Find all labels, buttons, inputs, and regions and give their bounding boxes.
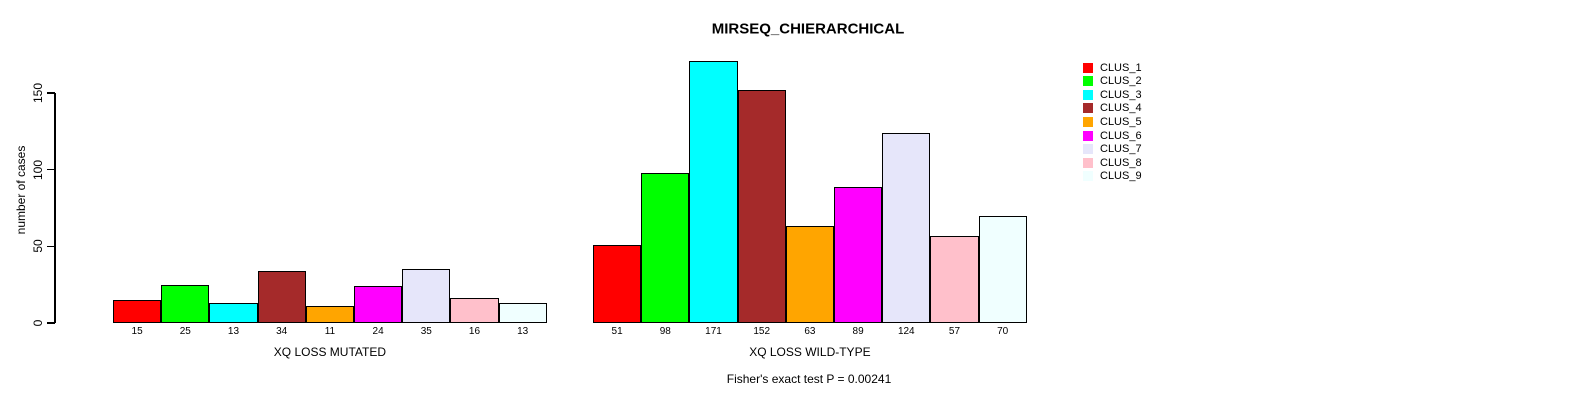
bar-value-label: 63 xyxy=(804,326,816,337)
bar-value-label: 24 xyxy=(372,326,384,337)
bar-value-label: 34 xyxy=(276,326,288,337)
bar-value-label: 70 xyxy=(997,326,1009,337)
bar-value-label: 152 xyxy=(753,326,771,337)
legend-label: CLUS_3 xyxy=(1100,88,1142,101)
bar-clus_2 xyxy=(641,172,690,323)
chart-title: MIRSEQ_CHIERARCHICAL xyxy=(711,20,905,38)
legend-swatch-clus_9 xyxy=(1083,171,1093,182)
legend-label: CLUS_6 xyxy=(1100,129,1142,142)
legend-label: CLUS_5 xyxy=(1100,115,1142,128)
bar-clus_4 xyxy=(737,89,786,323)
bar-clus_7 xyxy=(402,269,451,323)
bar-value-label: 89 xyxy=(852,326,864,337)
legend-item: CLUS_9 xyxy=(1083,170,1142,183)
bar-clus_2 xyxy=(161,284,210,323)
bar-clus_6 xyxy=(834,186,883,323)
bar-clus_5 xyxy=(305,306,354,323)
legend-swatch-clus_2 xyxy=(1083,76,1093,87)
bar-clus_1 xyxy=(113,300,162,323)
legend-label: CLUS_2 xyxy=(1100,75,1142,88)
legend-item: CLUS_6 xyxy=(1083,129,1142,142)
legend-label: CLUS_7 xyxy=(1100,143,1142,156)
legend-swatch-clus_1 xyxy=(1083,62,1093,73)
bar-clus_8 xyxy=(450,298,499,323)
bar-clus_3 xyxy=(689,60,738,323)
bar-value-label: 57 xyxy=(948,326,961,337)
fisher-test-annotation: Fisher's exact test P = 0.00241 xyxy=(726,372,892,386)
bar-clus_6 xyxy=(354,286,403,323)
bar-clus_7 xyxy=(882,132,931,323)
bar-clus_4 xyxy=(257,270,306,323)
bar-value-label: 25 xyxy=(179,326,191,337)
legend-swatch-clus_8 xyxy=(1083,157,1093,168)
y-axis-tick-label: 150 xyxy=(31,82,45,104)
y-axis-tick xyxy=(47,168,55,171)
legend-item: CLUS_7 xyxy=(1083,143,1142,156)
bar-value-label: 15 xyxy=(131,326,143,337)
bar-value-label: 16 xyxy=(468,326,481,337)
legend-swatch-clus_4 xyxy=(1083,103,1093,114)
bar-clus_1 xyxy=(593,244,642,323)
legend-label: CLUS_8 xyxy=(1100,156,1142,169)
bar-value-label: 124 xyxy=(897,326,915,337)
bar-value-label: 171 xyxy=(705,326,722,337)
y-axis-line xyxy=(54,93,56,323)
legend-label: CLUS_9 xyxy=(1100,170,1142,183)
x-axis-group-label: XQ LOSS MUTATED xyxy=(273,345,387,359)
legend-item: CLUS_5 xyxy=(1083,115,1142,128)
y-axis-title: number of cases xyxy=(14,145,28,235)
bar-value-label: 98 xyxy=(659,326,671,337)
legend-item: CLUS_1 xyxy=(1083,61,1142,74)
legend-label: CLUS_1 xyxy=(1100,61,1142,74)
legend-item: CLUS_4 xyxy=(1083,102,1142,115)
legend-label: CLUS_4 xyxy=(1100,102,1142,115)
bar-clus_5 xyxy=(785,226,834,323)
bar-value-label: 11 xyxy=(324,326,336,337)
legend-swatch-clus_5 xyxy=(1083,116,1093,127)
y-axis-tick-label: 0 xyxy=(31,319,45,327)
legend-item: CLUS_8 xyxy=(1083,156,1142,169)
legend-item: CLUS_3 xyxy=(1083,88,1142,101)
y-axis-tick-label: 50 xyxy=(31,239,45,254)
bar-clus_9 xyxy=(978,215,1027,323)
legend-swatch-clus_3 xyxy=(1083,89,1093,100)
bar-value-label: 13 xyxy=(517,326,529,337)
bar-clus_8 xyxy=(930,235,979,323)
bar-value-label: 35 xyxy=(420,326,432,337)
bar-clus_9 xyxy=(498,303,547,323)
bar-clus_3 xyxy=(209,303,258,323)
y-axis-tick xyxy=(47,92,55,94)
y-axis-tick xyxy=(47,245,55,248)
bar-value-label: 51 xyxy=(611,326,623,337)
bar-value-label: 13 xyxy=(227,326,240,337)
legend-swatch-clus_7 xyxy=(1083,144,1093,155)
x-axis-group-label: XQ LOSS WILD-TYPE xyxy=(749,345,871,359)
legend-item: CLUS_2 xyxy=(1083,75,1142,88)
y-axis-tick xyxy=(47,322,55,324)
legend-swatch-clus_6 xyxy=(1083,130,1093,141)
y-axis-tick-label: 100 xyxy=(31,159,45,180)
